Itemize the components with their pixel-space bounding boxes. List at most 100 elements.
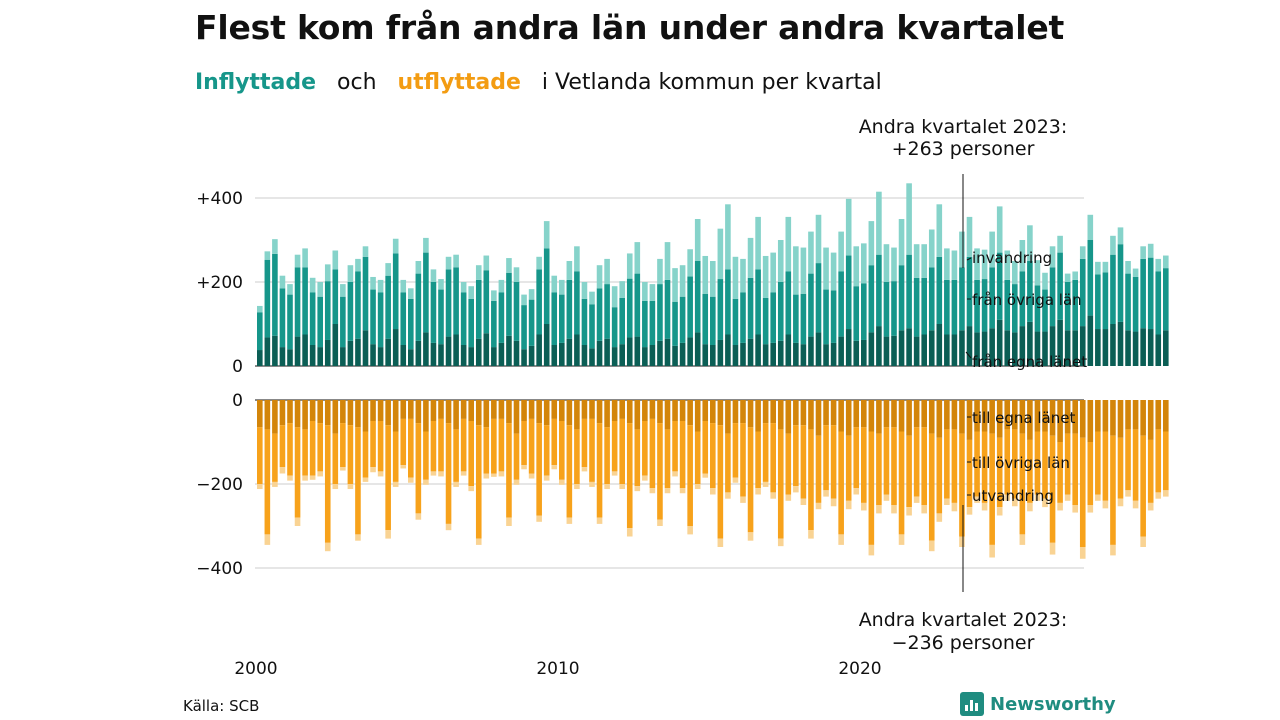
bar-outflow-other-county-76	[830, 425, 837, 499]
chart-subtitle: Inflyttade och utflyttade i Vetlanda kom…	[195, 70, 896, 95]
bar-outflow-same-county-96	[981, 400, 988, 432]
bar-outflow-emigration-72	[800, 498, 807, 505]
bar-inflow-same-county-42	[574, 334, 580, 366]
bar-outflow-other-county-43	[581, 418, 588, 468]
bar-inflow-same-county-101	[1019, 326, 1026, 366]
bar-inflow-other-county-60	[710, 296, 716, 345]
bar-outflow-same-county-71	[793, 400, 799, 426]
bar-outflow-emigration-61	[717, 538, 724, 547]
bar-inflow-other-county-111	[1095, 274, 1101, 330]
bar-outflow-other-county-2	[272, 433, 278, 482]
bar-inflow-same-county-6	[302, 334, 308, 366]
bar-outflow-emigration-39	[551, 465, 558, 470]
bar-outflow-emigration-34	[513, 479, 520, 485]
bar-inflow-other-county-34	[513, 282, 520, 341]
axes: +400 +200 0 0 −200 −400 2000 2010 2020	[196, 189, 881, 679]
bar-outflow-emigration-104	[1042, 498, 1048, 508]
bar-outflow-same-county-8	[317, 400, 323, 424]
bar-inflow-other-county-39	[551, 292, 558, 345]
bar-inflow-same-county-57	[687, 337, 693, 366]
bar-inflow-immigration-105	[1049, 246, 1056, 268]
bar-outflow-emigration-8	[317, 471, 323, 477]
bar-outflow-emigration-70	[785, 494, 792, 501]
bar-inflow-other-county-83	[883, 282, 890, 337]
bar-outflow-same-county-49	[626, 400, 633, 424]
bar-inflow-same-county-52	[649, 345, 656, 366]
bar-inflow-same-county-30	[483, 333, 490, 366]
bar-outflow-emigration-86	[906, 507, 912, 516]
bar-outflow-other-county-6	[302, 429, 308, 476]
bar-outflow-same-county-30	[483, 400, 490, 428]
bar-inflow-same-county-10	[332, 324, 339, 366]
bar-outflow-other-county-114	[1117, 437, 1124, 499]
bar-outflow-same-county-59	[702, 400, 709, 421]
bar-inflow-immigration-28	[468, 286, 474, 299]
bar-inflow-immigration-41	[566, 261, 573, 280]
bar-inflow-same-county-33	[506, 335, 512, 366]
bar-inflow-same-county-12	[347, 340, 354, 366]
bar-outflow-other-county-77	[838, 431, 844, 535]
bar-inflow-other-county-84	[891, 281, 897, 336]
bar-outflow-emigration-31	[491, 473, 497, 477]
bar-outflow-same-county-67	[762, 400, 769, 424]
bar-inflow-other-county-29	[475, 279, 482, 339]
bar-inflow-other-county-13	[355, 271, 361, 339]
bar-inflow-other-county-1	[264, 259, 271, 338]
bar-outflow-other-county-40	[559, 421, 565, 480]
bar-inflow-other-county-0	[257, 312, 263, 351]
bar-inflow-immigration-49	[626, 253, 633, 279]
bar-outflow-other-county-110	[1087, 442, 1094, 505]
bar-inflow-other-county-105	[1049, 267, 1056, 327]
bar-inflow-other-county-6	[302, 267, 308, 335]
bar-inflow-same-county-96	[981, 331, 988, 366]
bar-inflow-other-county-107	[1064, 282, 1071, 331]
bar-inflow-other-county-40	[559, 294, 565, 343]
bar-inflow-immigration-99	[1004, 250, 1011, 280]
bar-inflow-immigration-23	[430, 269, 437, 282]
annotations: Andra kvartalet 2023: +263 personer Andr…	[859, 116, 1068, 654]
bar-inflow-other-county-2	[272, 253, 278, 336]
bar-inflow-same-county-104	[1042, 331, 1048, 366]
bar-outflow-other-county-101	[1019, 433, 1026, 535]
bar-outflow-other-county-91	[944, 429, 950, 499]
y-tick-bottom-400: −400	[196, 559, 243, 579]
bar-outflow-same-county-36	[528, 400, 535, 419]
bar-outflow-other-county-22	[423, 431, 429, 480]
bar-inflow-other-county-20	[408, 298, 414, 350]
bar-inflow-other-county-14	[362, 256, 369, 331]
bar-inflow-same-county-51	[642, 347, 648, 366]
bar-inflow-other-county-67	[762, 297, 769, 345]
bar-inflow-same-county-117	[1140, 328, 1146, 366]
bar-outflow-same-county-42	[574, 400, 580, 430]
bar-outflow-emigration-75	[823, 490, 829, 497]
bar-inflow-same-county-24	[438, 344, 444, 366]
bar-inflow-immigration-7	[309, 277, 316, 293]
bar-outflow-other-county-95	[974, 431, 980, 497]
bar-inflow-same-county-13	[355, 338, 361, 366]
bar-inflow-immigration-69	[777, 240, 784, 282]
bar-inflow-immigration-98	[996, 206, 1003, 253]
bar-outflow-same-county-26	[453, 400, 459, 430]
bar-inflow-same-county-98	[996, 319, 1003, 366]
bar-inflow-other-county-10	[332, 269, 339, 324]
bar-inflow-same-county-90	[936, 324, 943, 366]
bar-inflow-same-county-93	[959, 330, 965, 366]
bar-inflow-same-county-26	[453, 334, 459, 366]
bar-inflow-other-county-9	[324, 281, 331, 340]
bar-outflow-emigration-35	[521, 465, 527, 470]
bar-inflow-other-county-50	[634, 273, 641, 337]
bar-outflow-other-county-59	[702, 421, 709, 474]
bar-outflow-same-county-119	[1155, 400, 1162, 430]
bar-inflow-same-county-17	[385, 338, 391, 366]
bar-inflow-other-county-106	[1057, 252, 1063, 320]
bar-outflow-same-county-109	[1079, 400, 1086, 438]
bar-outflow-same-county-52	[649, 400, 656, 419]
bar-inflow-other-county-93	[959, 267, 965, 331]
bar-outflow-emigration-90	[936, 513, 943, 522]
bar-inflow-immigration-115	[1125, 261, 1131, 274]
bar-outflow-other-county-84	[891, 427, 897, 505]
bar-outflow-same-county-110	[1087, 400, 1094, 442]
bar-outflow-emigration-53	[657, 519, 663, 526]
bar-outflow-other-county-73	[808, 429, 814, 531]
bar-inflow-other-county-23	[430, 282, 437, 343]
